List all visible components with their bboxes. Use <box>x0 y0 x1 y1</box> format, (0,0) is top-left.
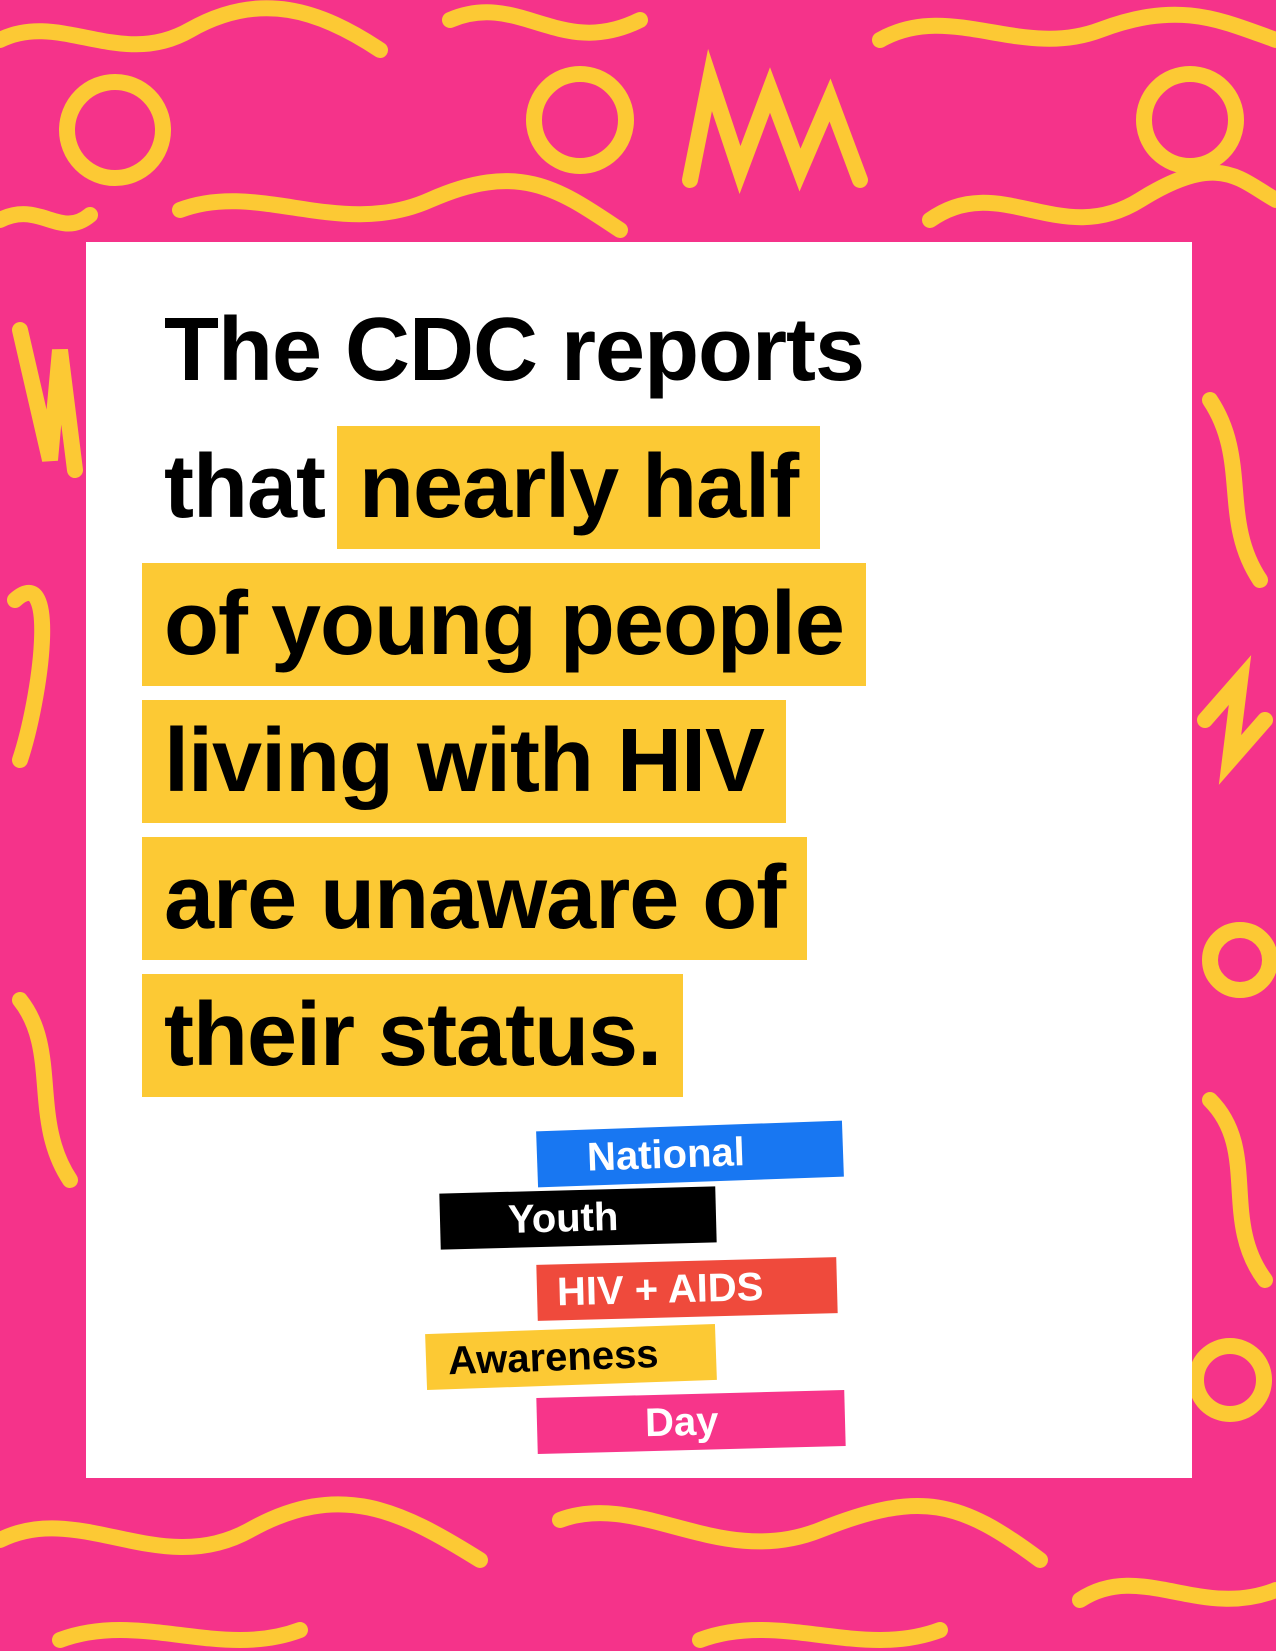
loop <box>59 74 171 186</box>
squiggle <box>922 164 1276 228</box>
highlighted-text: living with HIV <box>142 700 787 823</box>
zigzag <box>1197 655 1273 785</box>
logo-band: Awareness <box>425 1323 717 1391</box>
card: The CDC reports that nearly half of young p… <box>86 242 1192 1478</box>
headline-line: that nearly half <box>142 426 821 549</box>
headline-line: their status. <box>142 974 684 1097</box>
squiggle <box>172 173 628 238</box>
squiggle <box>0 1496 488 1568</box>
loop <box>1188 1338 1272 1422</box>
headline-line: The CDC reports <box>142 289 876 412</box>
squiggle <box>1202 1092 1273 1288</box>
squiggle <box>7 585 51 768</box>
squiggle <box>0 0 388 58</box>
highlighted-text: their status. <box>142 974 684 1097</box>
logo-band: Youth <box>439 1186 717 1250</box>
squiggle <box>12 992 78 1188</box>
logo-band: HIV + AIDS <box>536 1257 838 1321</box>
zigzag <box>682 48 868 194</box>
loop <box>526 66 634 174</box>
squiggle <box>552 1498 1048 1568</box>
loop <box>1202 922 1276 998</box>
zigzag <box>12 322 83 478</box>
headline-line: living with HIV <box>142 700 787 823</box>
highlighted-text: of young people <box>142 563 866 686</box>
squiggle <box>1072 1577 1276 1608</box>
headline-text: The CDC reports <box>164 300 865 400</box>
headline-line: are unaware of <box>142 837 808 960</box>
logo-band: National <box>536 1120 844 1188</box>
squiggle <box>52 1622 308 1648</box>
logo-band: Day <box>536 1389 846 1455</box>
highlighted-text: are unaware of <box>142 837 808 960</box>
headline-line: of young people <box>142 563 866 686</box>
loop <box>1136 66 1244 174</box>
highlighted-text: nearly half <box>336 426 821 549</box>
squiggle <box>692 1622 948 1648</box>
squiggle <box>442 4 648 41</box>
headline-text: that <box>164 437 326 537</box>
squiggle <box>0 206 98 232</box>
squiggle <box>1202 392 1268 588</box>
squiggle <box>872 6 1276 48</box>
